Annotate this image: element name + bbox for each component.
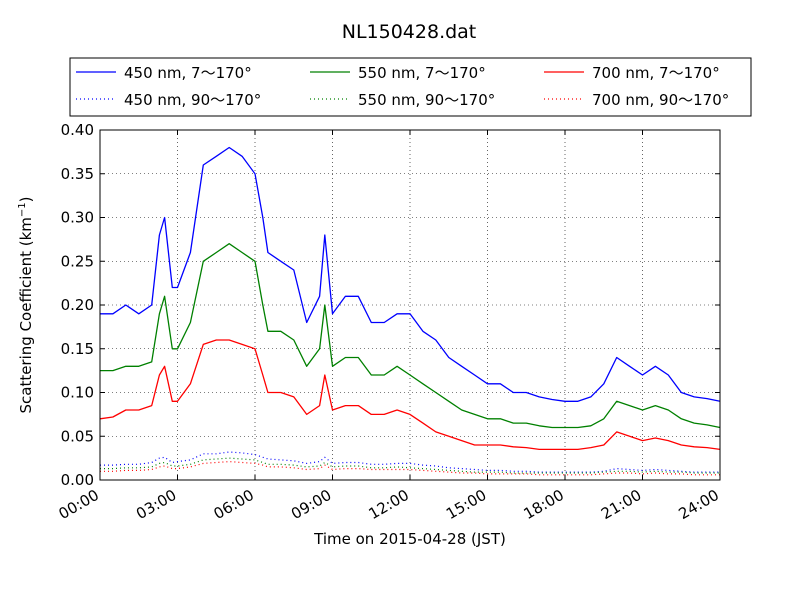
x-axis-label: Time on 2015-04-28 (JST) <box>313 530 506 548</box>
y-axis-label-close: ) <box>17 196 35 202</box>
x-tick-label: 24:00 <box>676 486 722 523</box>
y-tick-label: 0.40 <box>61 121 94 139</box>
x-tick-label: 09:00 <box>288 486 334 523</box>
series-group <box>99 146 721 476</box>
y-tick-label: 0.35 <box>61 165 94 183</box>
legend-label: 550 nm, 90～170° <box>358 91 495 109</box>
y-tick-label: 0.20 <box>61 296 94 314</box>
x-tick-label: 12:00 <box>366 486 412 523</box>
ticks <box>99 129 721 481</box>
legend-label: 700 nm, 90～170° <box>592 91 729 109</box>
x-tick-label: 03:00 <box>133 486 179 523</box>
y-axis-label-main: Scattering Coefficient (km <box>17 217 35 413</box>
y-axis-label: Scattering Coefficient (km−1) <box>17 196 35 413</box>
chart-title: NL150428.dat <box>342 21 477 43</box>
x-tick-label: 18:00 <box>521 486 567 523</box>
y-tick-label: 0.00 <box>61 471 94 489</box>
y-tick-label: 0.10 <box>61 384 94 402</box>
legend-label: 550 nm, 7～170° <box>358 64 486 82</box>
x-tick-labels: 00:00 03:00 06:00 09:00 12:00 15:00 18:00 21:00… <box>56 486 722 523</box>
y-tick-label: 0.30 <box>61 209 94 227</box>
series-line-4 <box>99 339 721 451</box>
legend-box <box>69 57 752 117</box>
series-line-0 <box>100 146 721 402</box>
y-axis-label-sup: −1 <box>17 202 28 217</box>
y-tick-label: 0.25 <box>61 252 94 270</box>
legend-label: 450 nm, 7～170° <box>124 64 252 82</box>
legend: 450 nm, 7～170° 450 nm, 90～170° 550 nm, 7～1… <box>69 57 752 117</box>
legend-label: 450 nm, 90～170° <box>124 91 261 109</box>
grid-lines <box>100 130 720 480</box>
x-tick-label: 00:00 <box>56 486 102 523</box>
y-tick-labels: 0.00 0.05 0.10 0.15 0.20 0.25 0.30 0.35 0.40 <box>61 121 94 489</box>
series-line-2 <box>100 243 721 429</box>
legend-label: 700 nm, 7～170° <box>592 64 720 82</box>
series-line-5 <box>100 461 720 476</box>
y-tick-label: 0.05 <box>61 427 94 445</box>
x-tick-label: 15:00 <box>443 486 489 523</box>
y-tick-label: 0.15 <box>61 340 94 358</box>
x-tick-label: 21:00 <box>598 486 644 523</box>
x-tick-label: 06:00 <box>211 486 257 523</box>
